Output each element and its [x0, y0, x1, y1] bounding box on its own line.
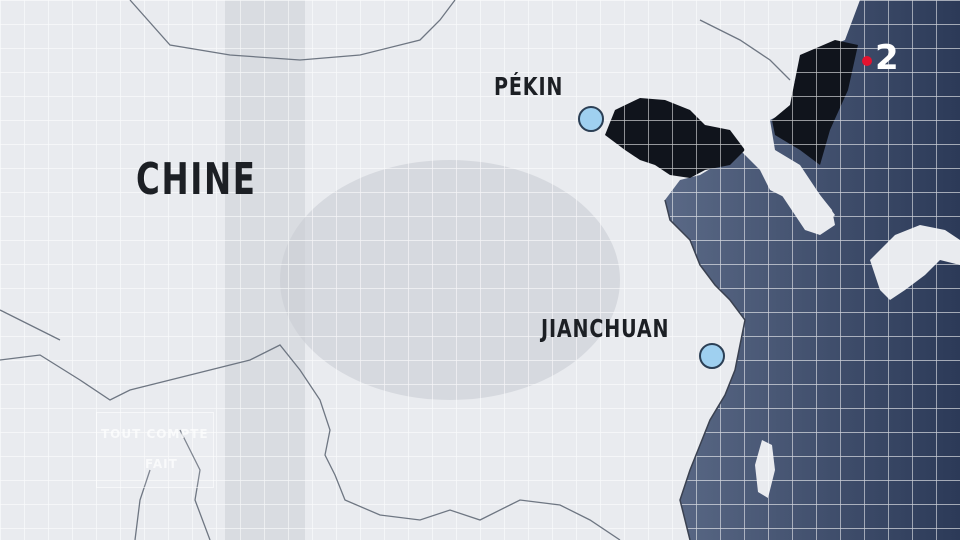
france2-logo: 2: [862, 38, 899, 78]
watermark-line-1: TOUT COMPTE: [101, 427, 209, 441]
watermark-line-2: FAIT: [145, 457, 178, 471]
show-watermark: TOUT COMPTE FAIT: [96, 412, 214, 488]
city-marker-beijing: [578, 106, 604, 132]
country-label: CHINE: [136, 154, 257, 205]
city-label-jianchuan: JIANCHUAN: [541, 314, 670, 343]
logo-red-dot: [862, 56, 872, 66]
logo-number: 2: [875, 38, 899, 78]
china-coastline: [664, 199, 746, 540]
city-label-beijing: PÉKIN: [494, 72, 564, 101]
country-borders: [0, 0, 791, 540]
city-marker-jianchuan: [699, 343, 725, 369]
